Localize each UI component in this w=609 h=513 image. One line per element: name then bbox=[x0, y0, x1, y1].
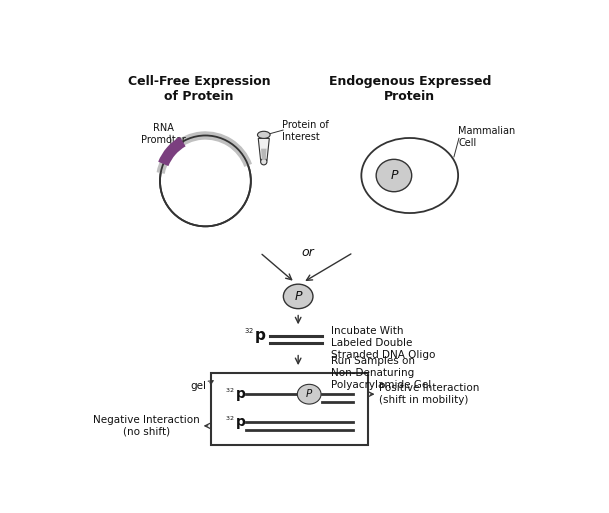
Text: RNA
Promoter: RNA Promoter bbox=[141, 123, 186, 145]
Ellipse shape bbox=[297, 384, 321, 404]
Text: Cell-Free Expression
of Protein: Cell-Free Expression of Protein bbox=[128, 75, 270, 104]
Ellipse shape bbox=[258, 131, 270, 139]
Text: Mammalian
Cell: Mammalian Cell bbox=[459, 126, 516, 148]
Text: or: or bbox=[301, 246, 314, 259]
Text: Incubate With
Labeled Double
Stranded DNA Oligo: Incubate With Labeled Double Stranded DN… bbox=[331, 326, 435, 360]
Text: P: P bbox=[294, 290, 302, 303]
Text: Run Samples on
Non-Denaturing
Polyacrylamide Gel: Run Samples on Non-Denaturing Polyacryla… bbox=[331, 357, 432, 390]
Text: Protein of
Interest: Protein of Interest bbox=[282, 120, 329, 142]
Text: $^{32}$: $^{32}$ bbox=[244, 328, 254, 338]
Text: Positive Interaction
(shift in mobility): Positive Interaction (shift in mobility) bbox=[379, 383, 479, 405]
Text: P: P bbox=[390, 169, 398, 182]
Text: P: P bbox=[306, 389, 312, 399]
Circle shape bbox=[261, 159, 267, 165]
Text: Negative Interaction
(no shift): Negative Interaction (no shift) bbox=[93, 415, 200, 437]
Polygon shape bbox=[258, 139, 269, 161]
Text: $^{32}$: $^{32}$ bbox=[225, 416, 234, 424]
Ellipse shape bbox=[283, 284, 313, 309]
Text: $^{32}$: $^{32}$ bbox=[225, 388, 234, 397]
Text: p: p bbox=[236, 387, 245, 401]
Text: p: p bbox=[236, 415, 245, 429]
Bar bbox=[211, 372, 368, 445]
Polygon shape bbox=[261, 149, 267, 160]
Text: p: p bbox=[255, 328, 266, 343]
Ellipse shape bbox=[376, 160, 412, 192]
Text: gel: gel bbox=[191, 381, 206, 391]
Text: Endogenous Expressed
Protein: Endogenous Expressed Protein bbox=[328, 75, 491, 104]
